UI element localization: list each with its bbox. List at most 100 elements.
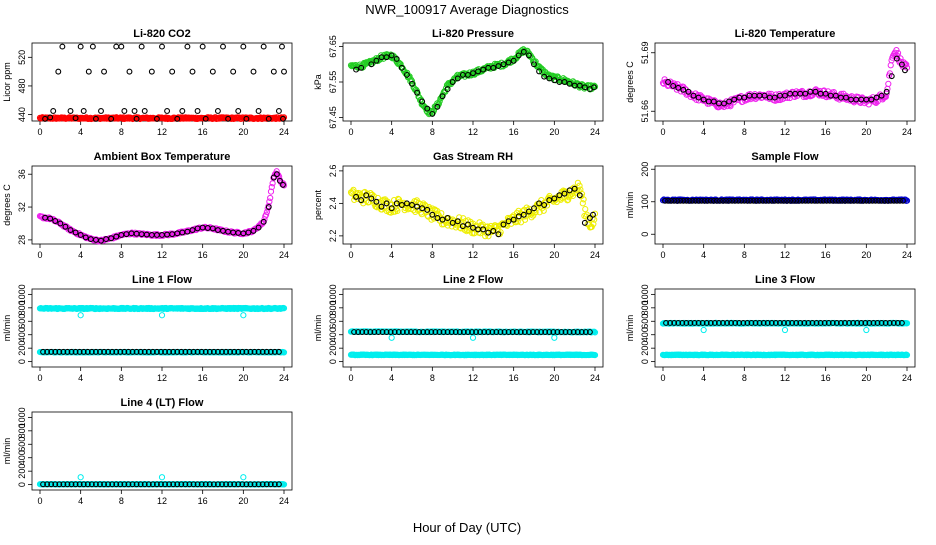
data-point — [551, 73, 558, 80]
average-point — [888, 73, 895, 80]
x-tick-label: 20 — [238, 496, 248, 506]
average-point — [710, 98, 717, 105]
average-point — [782, 92, 788, 99]
average-point — [50, 108, 57, 114]
y-tick-label: 0 — [17, 359, 27, 364]
average-point — [220, 43, 226, 50]
average-point — [72, 115, 79, 122]
data-point — [397, 60, 404, 68]
x-tick-label: 24 — [590, 373, 600, 383]
x-tick-label: 4 — [701, 250, 706, 260]
average-point — [62, 223, 69, 230]
average-point — [47, 215, 54, 222]
x-tick-label: 0 — [660, 373, 665, 383]
average-point — [561, 79, 568, 85]
x-tick-label: 24 — [279, 496, 289, 506]
y-axis-label: ml/min — [2, 438, 12, 465]
x-tick-label: 4 — [78, 127, 83, 137]
average-point — [541, 73, 548, 80]
average-point — [444, 86, 451, 93]
y-axis-label: percent — [313, 189, 323, 220]
average-point — [726, 98, 733, 105]
y-tick-label: 0 — [328, 359, 338, 364]
x-tick-label: 8 — [430, 127, 435, 137]
x-tick-label: 0 — [348, 250, 353, 260]
average-point — [878, 92, 885, 99]
x-tick-label: 4 — [78, 250, 83, 260]
x-tick-label: 20 — [549, 373, 559, 383]
average-point — [202, 115, 209, 122]
x-tick-label: 16 — [821, 127, 831, 137]
average-point — [265, 204, 272, 211]
average-point — [235, 108, 242, 114]
data-point — [364, 59, 372, 66]
average-point — [546, 75, 553, 82]
y-tick-label: 2.2 — [328, 230, 338, 243]
x-tick-label: 8 — [430, 373, 435, 383]
y-tick-label: 51.69 — [640, 41, 650, 64]
x-tick-label: 16 — [198, 373, 208, 383]
average-point — [275, 108, 282, 114]
average-point — [424, 105, 431, 112]
average-point — [225, 115, 232, 122]
x-tick-label: 12 — [157, 373, 167, 383]
x-tick-label: 20 — [549, 127, 559, 137]
average-point — [475, 68, 482, 75]
data-point — [435, 100, 442, 108]
average-point — [131, 108, 138, 114]
average-point — [118, 43, 125, 50]
data-point — [897, 55, 904, 62]
series-averages — [42, 43, 287, 122]
x-tick-label: 20 — [861, 373, 871, 383]
average-point — [695, 94, 702, 101]
x-tick-label: 16 — [198, 127, 208, 137]
average-point — [245, 229, 252, 236]
series-sample-line — [347, 351, 599, 359]
data-point — [687, 93, 694, 100]
outlier-point — [388, 334, 395, 341]
x-tick-label: 24 — [279, 127, 289, 137]
average-point — [98, 237, 104, 244]
average-point — [52, 218, 59, 224]
average-point — [265, 115, 272, 122]
x-tick-label: 12 — [157, 496, 167, 506]
plot-frame — [654, 165, 916, 245]
average-point — [409, 80, 415, 87]
series-minute-data — [36, 474, 288, 488]
average-point — [121, 108, 128, 114]
average-point — [434, 103, 441, 110]
panel-title: Line 2 Flow — [443, 274, 503, 286]
x-tick-label: 24 — [902, 127, 912, 137]
data-point — [263, 208, 271, 216]
series-minute-data — [659, 46, 911, 111]
average-point — [480, 66, 487, 73]
x-tick-label: 8 — [119, 127, 124, 137]
average-point — [59, 43, 66, 50]
average-point — [214, 108, 221, 114]
y-tick-label: 67.55 — [328, 71, 338, 94]
average-point — [141, 108, 148, 114]
x-tick-label: 16 — [821, 373, 831, 383]
y-tick-label: 32 — [17, 202, 27, 212]
x-tick-label: 12 — [468, 127, 478, 137]
series-averages — [42, 171, 286, 244]
y-axis-label: ml/min — [625, 315, 635, 342]
average-point — [373, 57, 380, 64]
average-point — [179, 108, 186, 114]
y-axis-label: ml/min — [313, 315, 323, 342]
average-point — [675, 84, 682, 91]
x-tick-label: 0 — [37, 127, 42, 137]
average-point — [721, 100, 727, 107]
y-axis-label: degrees C — [2, 184, 12, 226]
average-point — [843, 94, 849, 101]
data-point — [267, 188, 275, 195]
average-point — [591, 84, 597, 91]
